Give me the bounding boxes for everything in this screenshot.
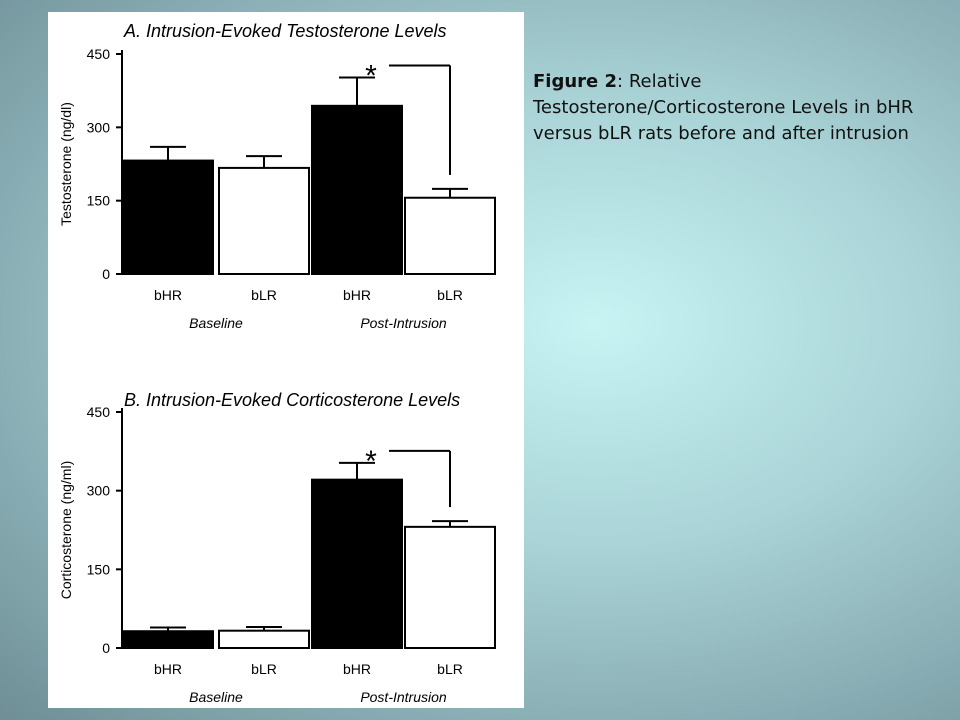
chart1-x-tick-label-3: bLR	[437, 287, 463, 303]
chart2-bar-0	[122, 630, 214, 649]
chart1-x-tick-label-1: bLR	[251, 287, 277, 303]
caption-label: Figure 2	[533, 71, 618, 92]
chart2-title: B. Intrusion-Evoked Corticosterone Level…	[124, 390, 460, 410]
chart2-y-tick-label-1: 150	[87, 561, 111, 577]
chart2-x-tick-label-0: bHR	[154, 661, 182, 677]
chart1-group-label-0: Baseline	[189, 315, 243, 331]
chart2-y-tick-label-3: 450	[87, 404, 111, 420]
chart1-significance-marker: *	[365, 59, 377, 92]
chart2-bar-1	[218, 629, 310, 650]
chart1-title: A. Intrusion-Evoked Testosterone Levels	[123, 21, 447, 41]
caption-text: : Relative Testosterone/Corticosterone L…	[533, 71, 914, 144]
chart2-x-tick-label-2: bHR	[343, 661, 371, 677]
chart1-group-label-1: Post-Intrusion	[360, 315, 447, 331]
chart1-bar-1	[218, 166, 310, 276]
figure-panel: A. Intrusion-Evoked Testosterone Levels 0…	[48, 12, 524, 708]
chart1-y-tick-label-1: 150	[87, 193, 111, 209]
chart2-significance-marker: *	[365, 445, 377, 478]
chart1-y-axis-label: Testosterone (ng/dl)	[58, 102, 74, 226]
chart1-bar-2	[311, 104, 403, 275]
figure-caption: Figure 2: Relative Testosterone/Corticos…	[533, 69, 923, 147]
chart2-x-tick-label-3: bLR	[437, 661, 463, 677]
chart2-y-axis-label: Corticosterone (ng/ml)	[58, 461, 74, 600]
chart2-bar-2	[311, 478, 403, 649]
chart2-bar-3	[404, 525, 496, 649]
chart1-x-tick-label-0: bHR	[154, 287, 182, 303]
figure-svg: A. Intrusion-Evoked Testosterone Levels 0…	[58, 21, 496, 705]
chart1-y-tick-label-3: 450	[87, 46, 111, 62]
chart2-group-label-0: Baseline	[189, 689, 243, 705]
chart1-bar-3	[404, 196, 496, 276]
chart1-y-tick-label-2: 300	[87, 119, 111, 135]
chart2-group-label-1: Post-Intrusion	[360, 689, 447, 705]
chart1-y-tick-label-0: 0	[102, 266, 110, 282]
chart2-y-tick-label-2: 300	[87, 483, 111, 499]
chart2-x-tick-label-1: bLR	[251, 661, 277, 677]
chart1-bar-0	[122, 159, 214, 275]
chart2-y-tick-label-0: 0	[102, 640, 110, 656]
chart1-x-tick-label-2: bHR	[343, 287, 371, 303]
